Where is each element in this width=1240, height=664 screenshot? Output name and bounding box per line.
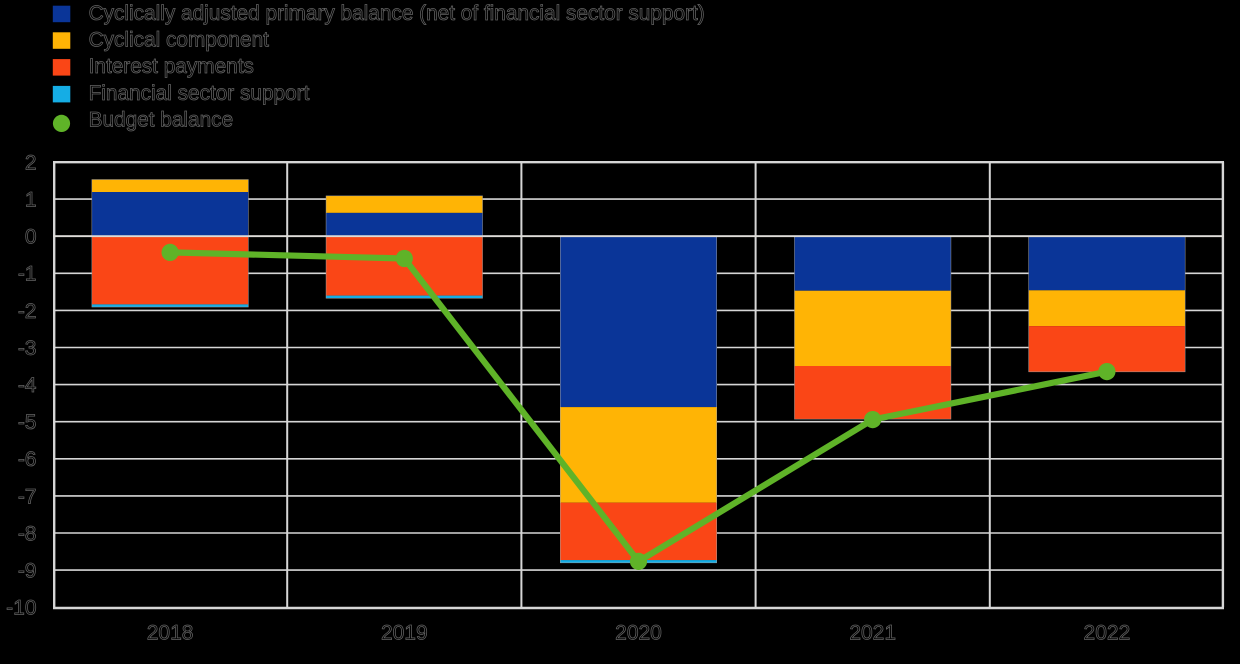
svg-text:-8: -8 [18, 522, 37, 545]
svg-text:Cyclical component: Cyclical component [89, 29, 270, 52]
svg-text:-1: -1 [18, 263, 37, 286]
svg-text:-3: -3 [18, 337, 37, 360]
svg-text:-9: -9 [18, 560, 37, 583]
svg-text:2: 2 [25, 151, 37, 174]
svg-text:2019: 2019 [381, 622, 428, 645]
svg-text:2018: 2018 [147, 622, 194, 645]
svg-text:-6: -6 [18, 448, 37, 471]
svg-text:2022: 2022 [1084, 622, 1131, 645]
svg-text:-10: -10 [6, 597, 36, 620]
svg-text:2021: 2021 [849, 622, 896, 645]
svg-text:Interest payments: Interest payments [89, 55, 254, 78]
svg-text:0: 0 [25, 226, 37, 249]
svg-text:Financial sector support: Financial sector support [89, 82, 310, 105]
svg-text:Budget balance: Budget balance [89, 109, 234, 132]
svg-text:2020: 2020 [615, 622, 662, 645]
svg-text:Cyclically adjusted primary ba: Cyclically adjusted primary balance (net… [89, 2, 705, 25]
svg-text:-7: -7 [18, 485, 37, 508]
svg-text:-4: -4 [18, 374, 37, 397]
svg-text:1: 1 [25, 189, 37, 212]
svg-text:-2: -2 [18, 300, 37, 323]
svg-text:-5: -5 [18, 411, 37, 434]
